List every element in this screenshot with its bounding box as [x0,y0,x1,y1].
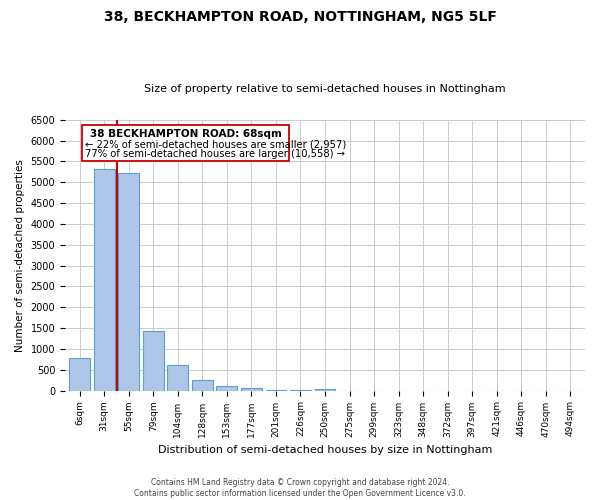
Text: 38 BECKHAMPTON ROAD: 68sqm: 38 BECKHAMPTON ROAD: 68sqm [89,128,281,138]
Bar [192,380,213,390]
Bar [217,386,238,390]
Y-axis label: Number of semi-detached properties: Number of semi-detached properties [15,158,25,352]
Text: ← 22% of semi-detached houses are smaller (2,957): ← 22% of semi-detached houses are smalle… [85,140,347,150]
Bar [241,388,262,390]
Bar [314,389,335,390]
Text: 77% of semi-detached houses are larger (10,558) →: 77% of semi-detached houses are larger (… [85,150,346,160]
Bar [70,358,90,390]
X-axis label: Distribution of semi-detached houses by size in Nottingham: Distribution of semi-detached houses by … [158,445,492,455]
Bar [167,364,188,390]
Bar [118,173,139,390]
FancyBboxPatch shape [82,125,289,160]
Text: 38, BECKHAMPTON ROAD, NOTTINGHAM, NG5 5LF: 38, BECKHAMPTON ROAD, NOTTINGHAM, NG5 5L… [104,10,496,24]
Bar [94,168,115,390]
Bar [143,332,164,390]
Text: Contains HM Land Registry data © Crown copyright and database right 2024.
Contai: Contains HM Land Registry data © Crown c… [134,478,466,498]
Title: Size of property relative to semi-detached houses in Nottingham: Size of property relative to semi-detach… [144,84,506,94]
